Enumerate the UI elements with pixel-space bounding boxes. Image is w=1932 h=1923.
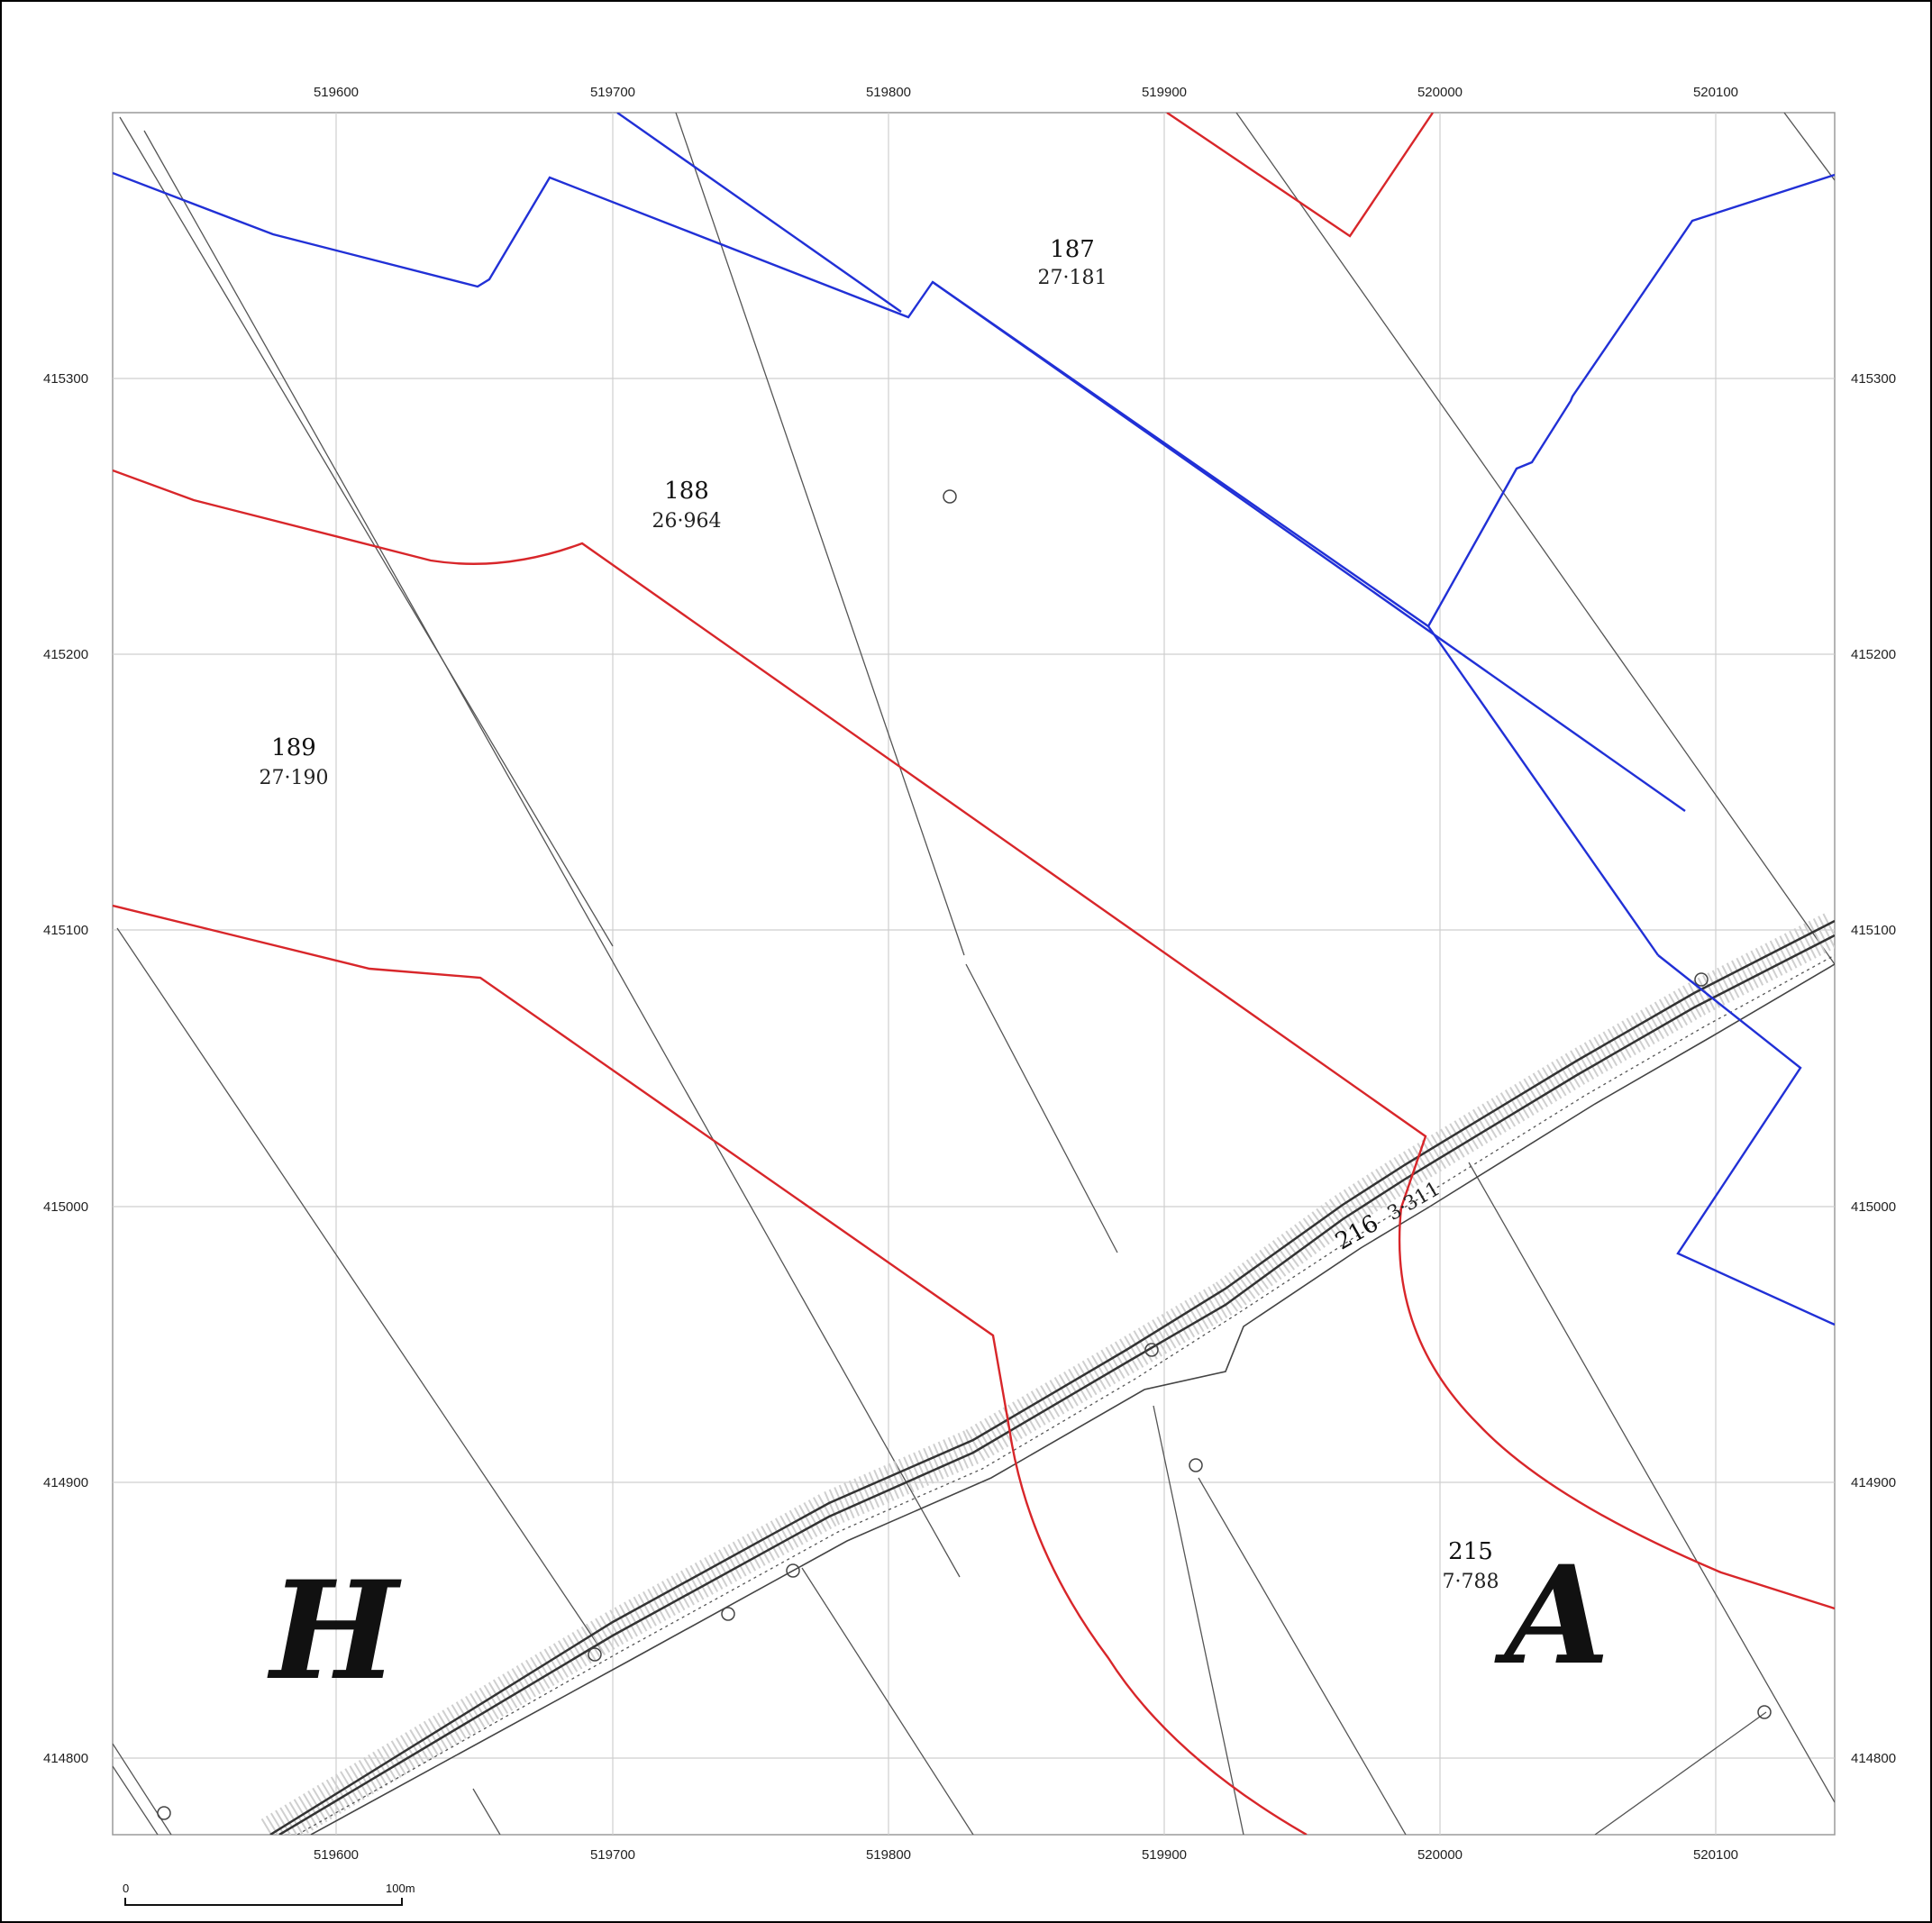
easting-label: 519900 bbox=[1142, 1847, 1187, 1863]
grid-labels-top: 519600 519700 519800 519900 520000 52010… bbox=[314, 85, 1738, 100]
easting-label: 520100 bbox=[1693, 1847, 1738, 1863]
tree-symbols bbox=[157, 489, 1772, 1820]
tree-icon bbox=[943, 489, 957, 504]
tree-icon bbox=[1694, 972, 1709, 987]
parcel-number: 215 bbox=[1448, 1538, 1493, 1565]
parcel-area: 26·964 bbox=[652, 510, 722, 533]
northing-label: 415100 bbox=[1851, 923, 1896, 938]
letter-a: A bbox=[1494, 1536, 1609, 1695]
northing-label: 415300 bbox=[1851, 371, 1896, 387]
easting-label: 520000 bbox=[1417, 85, 1463, 100]
parcel-area: 27·181 bbox=[1038, 267, 1107, 289]
scale-bar: 0 100m bbox=[123, 1882, 415, 1906]
scale-bar-start-label: 0 bbox=[123, 1882, 129, 1895]
northing-label: 414800 bbox=[43, 1751, 88, 1766]
easting-label: 519900 bbox=[1142, 85, 1187, 100]
easting-label: 519700 bbox=[590, 85, 635, 100]
easting-label: 520000 bbox=[1417, 1847, 1463, 1863]
parcel-area: 7·788 bbox=[1443, 1571, 1499, 1593]
road-216 bbox=[260, 912, 1835, 1835]
tree-icon bbox=[157, 1806, 171, 1820]
northing-label: 415000 bbox=[43, 1199, 88, 1215]
northing-label: 415100 bbox=[43, 923, 88, 938]
parcel-number: 188 bbox=[664, 478, 709, 505]
tree-icon bbox=[588, 1647, 602, 1662]
northing-label: 415000 bbox=[1851, 1199, 1896, 1215]
parcel-number: 187 bbox=[1050, 236, 1095, 263]
northing-label: 414900 bbox=[43, 1475, 88, 1490]
tree-icon bbox=[1144, 1343, 1159, 1357]
grid-labels-right: 415300 415200 415100 415000 414900 41480… bbox=[1851, 371, 1896, 1766]
northing-label: 415200 bbox=[1851, 647, 1896, 662]
letter-h: H bbox=[267, 1552, 402, 1710]
tree-icon bbox=[1189, 1458, 1203, 1472]
parcel-number: 189 bbox=[271, 734, 316, 761]
northing-label: 414900 bbox=[1851, 1475, 1896, 1490]
easting-label: 519600 bbox=[314, 85, 359, 100]
easting-label: 519800 bbox=[866, 85, 911, 100]
easting-label: 519800 bbox=[866, 1847, 911, 1863]
easting-label: 519600 bbox=[314, 1847, 359, 1863]
northing-label: 415300 bbox=[43, 371, 88, 387]
tree-icon bbox=[786, 1563, 800, 1578]
grid-labels-left: 415300 415200 415100 415000 414900 41480… bbox=[43, 371, 88, 1766]
tree-icon bbox=[721, 1607, 735, 1621]
field-boundaries bbox=[113, 113, 1835, 1835]
sheet-letters: H A bbox=[267, 1536, 1609, 1710]
tree-icon bbox=[1757, 1705, 1772, 1719]
parcel-area: 27·190 bbox=[260, 767, 329, 789]
red-boundaries bbox=[113, 113, 1835, 1835]
map-frame bbox=[112, 112, 1836, 1836]
northing-label: 415200 bbox=[43, 647, 88, 662]
easting-label: 519700 bbox=[590, 1847, 635, 1863]
easting-label: 520100 bbox=[1693, 85, 1738, 100]
scale-bar-end-label: 100m bbox=[386, 1882, 415, 1895]
blue-boundaries bbox=[113, 113, 1835, 1326]
northing-label: 414800 bbox=[1851, 1751, 1896, 1766]
grid-labels-bottom: 519600 519700 519800 519900 520000 52010… bbox=[314, 1847, 1738, 1863]
